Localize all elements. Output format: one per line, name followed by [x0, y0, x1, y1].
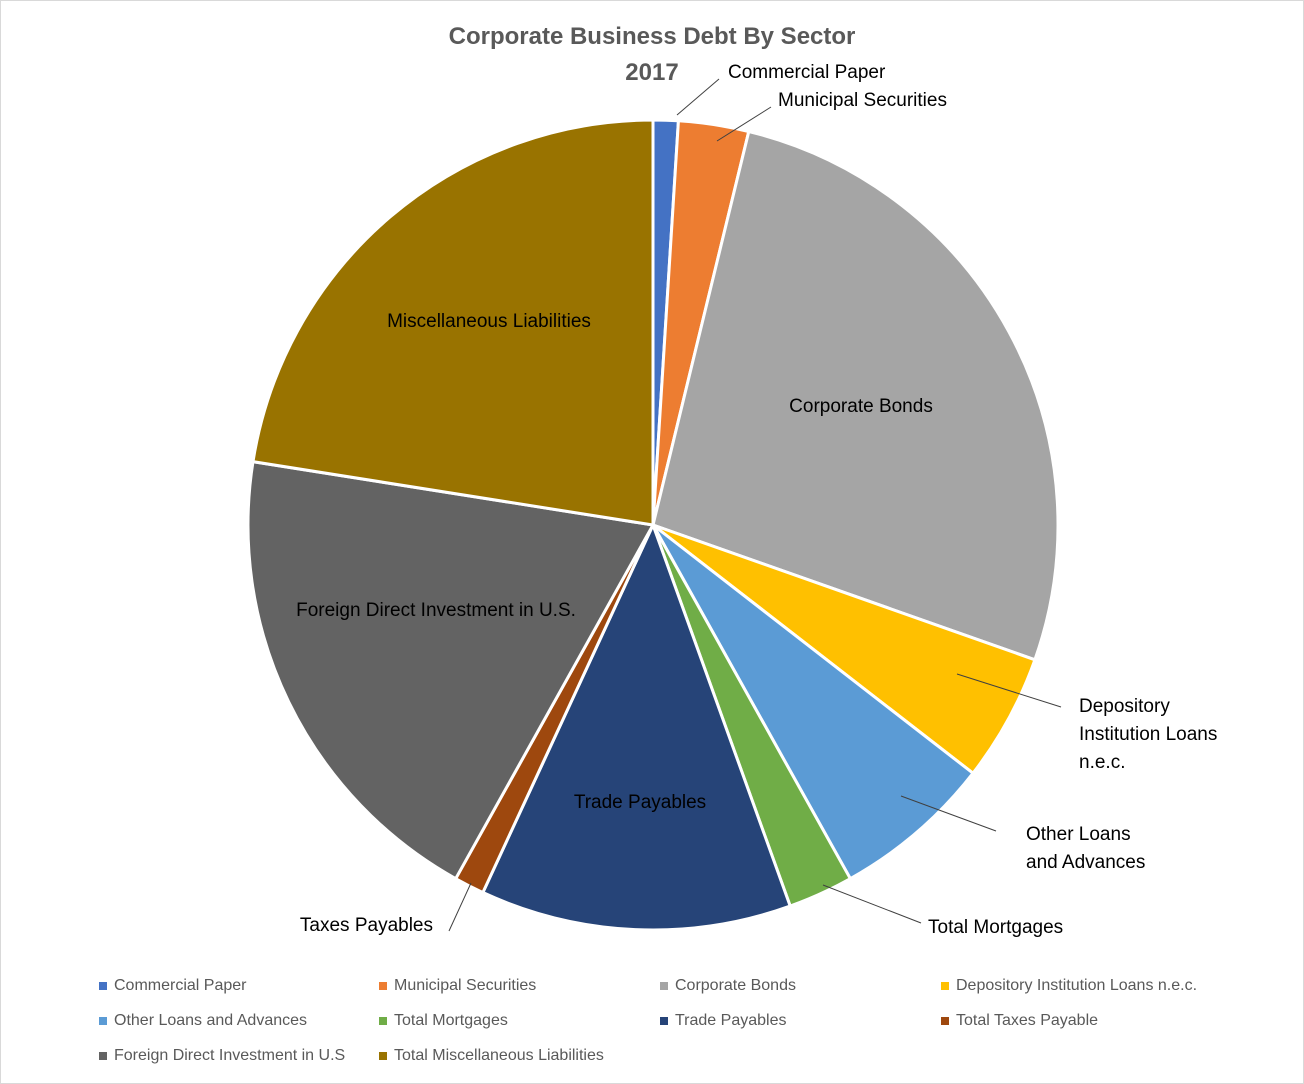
- data-label: Other Loans and Advances: [1026, 824, 1146, 873]
- leader-line: [716, 106, 772, 142]
- legend-swatch: [660, 982, 668, 990]
- data-label: Municipal Securities: [778, 90, 947, 111]
- legend-label: Depository Institution Loans n.e.c.: [956, 977, 1198, 994]
- legend-label: Other Loans and Advances: [114, 1012, 308, 1029]
- legend-swatch: [660, 1017, 668, 1025]
- legend-item: Municipal Securities: [379, 976, 536, 996]
- legend-swatch: [99, 1052, 107, 1060]
- data-label: Miscellaneous Liabilities: [387, 311, 591, 332]
- legend-swatch: [379, 982, 387, 990]
- data-label: Commercial Paper: [728, 62, 886, 83]
- leader-line: [448, 882, 472, 932]
- legend-label: Corporate Bonds: [675, 977, 796, 994]
- pie-slice: [251, 118, 655, 527]
- data-label: Depository Institution Loans n.e.c.: [1079, 696, 1218, 773]
- data-label: Taxes Payables: [299, 915, 433, 936]
- legend-item: Depository Institution Loans n.e.c.: [941, 976, 1197, 996]
- legend-item: Total Mortgages: [379, 1011, 508, 1031]
- data-label: Total Mortgages: [928, 917, 1064, 938]
- legend-item: Trade Payables: [660, 1011, 786, 1031]
- legend-item: Commercial Paper: [99, 976, 246, 996]
- data-label: Foreign Direct Investment in U.S.: [296, 600, 576, 621]
- legend-item: Foreign Direct Investment in U.S: [99, 1046, 345, 1066]
- legend-swatch: [941, 1017, 949, 1025]
- legend-item: Corporate Bonds: [660, 976, 796, 996]
- legend-swatch: [99, 982, 107, 990]
- legend-item: Total Miscellaneous Liabilities: [379, 1046, 604, 1066]
- chart-subtitle: 2017: [625, 59, 679, 86]
- legend-label: Total Taxes Payable: [956, 1012, 1099, 1029]
- leader-line: [822, 884, 922, 924]
- leader-line: [956, 673, 1062, 708]
- data-label: Corporate Bonds: [789, 396, 933, 417]
- pie-slice: [651, 129, 1060, 662]
- legend-swatch: [379, 1017, 387, 1025]
- legend-item: Other Loans and Advances: [99, 1011, 307, 1031]
- legend-label: Total Miscellaneous Liabilities: [394, 1047, 604, 1064]
- legend-label: Total Mortgages: [394, 1012, 508, 1029]
- legend-swatch: [99, 1017, 107, 1025]
- pie-slice: [480, 521, 793, 932]
- legend-label: Commercial Paper: [114, 977, 247, 994]
- pie-slice: [246, 459, 656, 881]
- pie-slice: [651, 523, 976, 881]
- legend-swatch: [941, 982, 949, 990]
- leader-line: [676, 78, 720, 116]
- legend-label: Trade Payables: [675, 1012, 787, 1029]
- legend-label: Municipal Securities: [394, 977, 537, 994]
- chart-title: Corporate Business Debt By Sector: [448, 23, 856, 50]
- legend-label: Foreign Direct Investment in U.S: [114, 1047, 346, 1064]
- data-label: Trade Payables: [573, 792, 707, 813]
- leader-line: [900, 795, 997, 832]
- legend-item: Total Taxes Payable: [941, 1011, 1098, 1031]
- legend-swatch: [379, 1052, 387, 1060]
